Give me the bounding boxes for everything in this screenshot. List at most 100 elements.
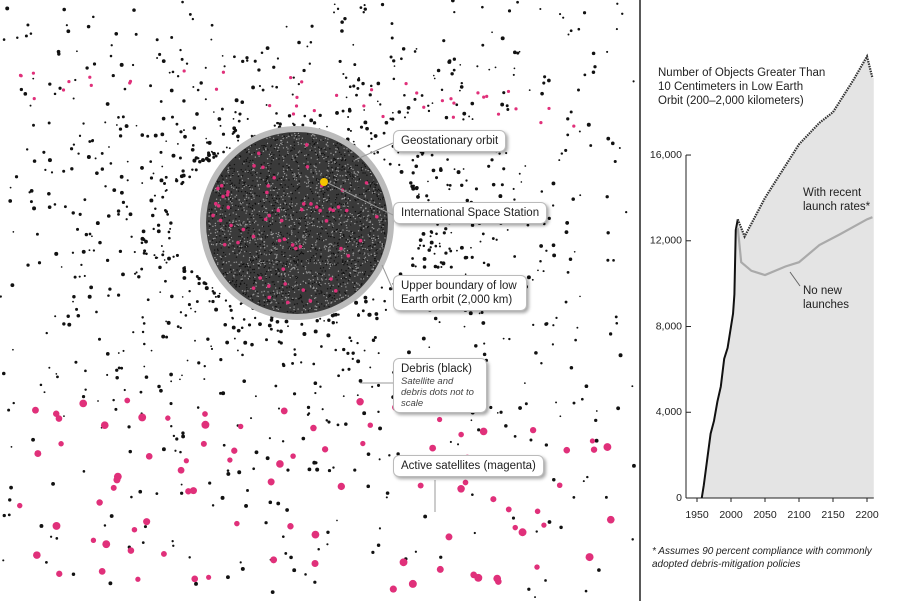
debris-dot <box>331 166 333 169</box>
debris-dot <box>460 81 464 85</box>
debris-dot <box>219 239 222 241</box>
debris-dot <box>298 239 301 241</box>
debris-dot <box>345 241 348 244</box>
debris-dot <box>117 366 121 370</box>
debris-dot <box>334 158 337 161</box>
debris-dot <box>359 216 362 218</box>
debris-dot <box>307 223 309 225</box>
debris-dot <box>352 160 354 162</box>
debris-dot <box>14 175 19 179</box>
debris-dot <box>244 251 246 253</box>
debris-dot <box>309 143 311 145</box>
debris-dot <box>482 352 487 357</box>
debris-dot <box>245 227 248 230</box>
debris-dot <box>276 174 279 176</box>
debris-dot <box>293 306 295 308</box>
debris-dot <box>45 331 48 335</box>
debris-dot <box>160 245 163 247</box>
debris-dot <box>302 243 305 245</box>
debris-dot <box>217 185 219 187</box>
debris-dot <box>71 251 75 254</box>
debris-dot <box>169 402 173 406</box>
debris-dot <box>217 181 219 184</box>
debris-dot <box>253 221 256 224</box>
debris-dot <box>236 349 239 352</box>
debris-dot <box>249 297 251 300</box>
debris-dot <box>455 103 459 107</box>
debris-dot <box>576 326 579 329</box>
debris-dot <box>31 437 35 442</box>
satellite-dot <box>381 114 385 119</box>
debris-dot <box>342 72 345 76</box>
debris-dot <box>215 258 218 261</box>
debris-dot <box>251 174 253 176</box>
debris-dot <box>274 146 277 149</box>
debris-dot <box>370 253 372 256</box>
debris-dot <box>325 263 327 266</box>
debris-dot <box>263 247 266 249</box>
debris-dot <box>224 299 228 302</box>
debris-dot <box>329 284 331 287</box>
debris-dot <box>372 190 375 193</box>
satellite-dot <box>518 528 527 537</box>
satellite-dot <box>300 80 304 84</box>
debris-dot <box>597 568 601 572</box>
debris-dot <box>314 305 316 307</box>
debris-dot <box>162 250 165 253</box>
debris-dot <box>323 305 325 307</box>
debris-dot <box>217 294 221 298</box>
debris-dot <box>292 228 295 230</box>
debris-dot <box>434 244 438 248</box>
debris-dot <box>369 186 372 188</box>
debris-dot <box>307 230 309 232</box>
debris-dot <box>342 179 344 182</box>
debris-dot <box>112 398 115 402</box>
debris-dot <box>319 151 321 153</box>
debris-dot <box>74 360 78 364</box>
debris-dot <box>381 244 384 246</box>
debris-dot <box>307 182 310 184</box>
debris-dot <box>427 180 429 183</box>
debris-dot <box>228 175 230 177</box>
debris-dot <box>333 159 335 162</box>
debris-dot <box>286 163 288 165</box>
debris-dot <box>295 262 298 264</box>
debris-dot <box>281 135 284 137</box>
debris-dot <box>57 52 61 56</box>
debris-dot <box>334 162 337 165</box>
debris-dot <box>310 245 313 247</box>
debris-dot <box>235 194 238 196</box>
debris-dot <box>245 196 248 198</box>
debris-dot <box>487 164 491 168</box>
debris-dot <box>265 207 267 210</box>
debris-dot <box>179 326 182 330</box>
debris-dot <box>324 262 327 265</box>
satellite-dot <box>31 71 35 75</box>
debris-dot <box>299 220 302 222</box>
debris-dot <box>439 167 443 171</box>
debris-dot <box>270 184 272 187</box>
debris-dot <box>337 148 340 150</box>
debris-dot <box>542 81 546 85</box>
debris-dot <box>181 431 185 435</box>
debris-dot <box>319 213 322 215</box>
debris-dot <box>344 179 346 181</box>
debris-dot <box>289 150 292 152</box>
debris-dot <box>272 159 275 161</box>
debris-dot <box>265 274 267 277</box>
debris-dot <box>273 293 276 295</box>
debris-dot <box>294 235 297 237</box>
debris-dot <box>152 172 155 175</box>
debris-dot <box>422 265 427 269</box>
debris-dot <box>116 209 121 213</box>
debris-dot <box>285 218 287 220</box>
debris-dot <box>301 123 305 127</box>
debris-dot <box>278 270 280 272</box>
debris-dot <box>238 215 240 218</box>
debris-dot <box>249 153 251 155</box>
debris-dot <box>315 209 317 212</box>
debris-dot <box>246 199 248 202</box>
debris-dot <box>51 481 55 486</box>
debris-dot <box>256 172 258 174</box>
